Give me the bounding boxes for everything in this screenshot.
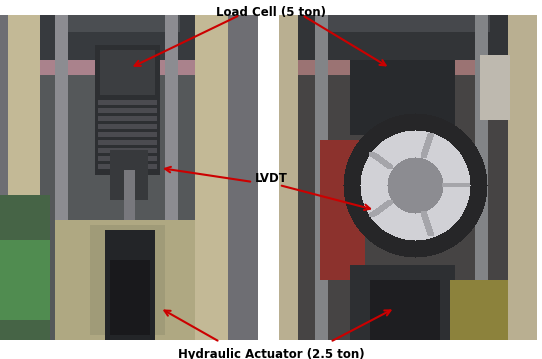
Text: Hydraulic Actuator (2.5 ton): Hydraulic Actuator (2.5 ton) — [178, 348, 364, 359]
Text: LVDT: LVDT — [255, 172, 287, 185]
Text: Load Cell (5 ton): Load Cell (5 ton) — [216, 6, 326, 19]
